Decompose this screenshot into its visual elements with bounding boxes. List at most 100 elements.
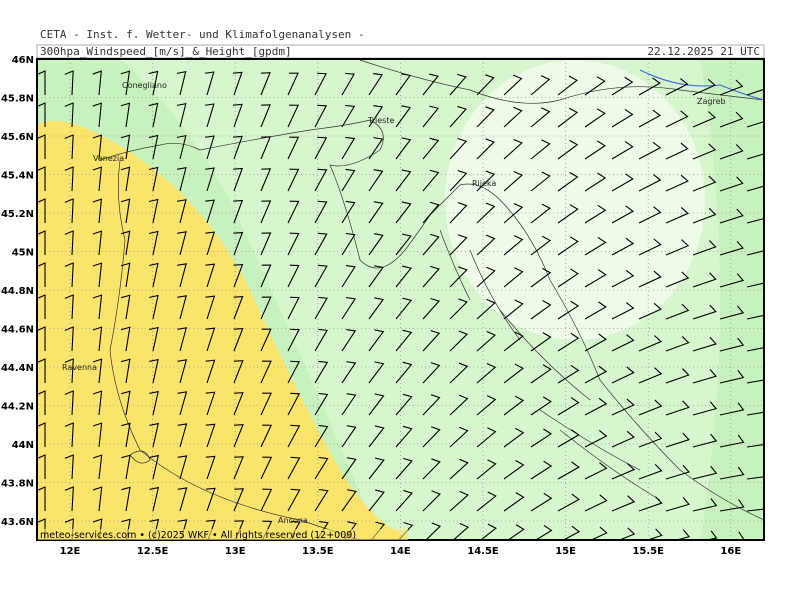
wind-barb — [233, 424, 244, 448]
wind-barb — [665, 78, 689, 96]
wind-barb — [530, 428, 553, 448]
wind-barb — [746, 508, 764, 512]
wind-barb — [692, 240, 717, 256]
wind-barb — [557, 172, 579, 192]
lon-tick-label: 16E — [720, 546, 741, 557]
wind-barb — [449, 266, 468, 288]
wind-barb — [503, 203, 524, 224]
wind-barb — [205, 327, 216, 352]
wind-barb — [260, 488, 273, 512]
lat-tick-label: 45.2N — [1, 209, 34, 220]
wind-barb — [37, 70, 46, 95]
wind-barb — [368, 201, 384, 224]
wind-barb — [503, 267, 524, 288]
wind-barb — [37, 422, 46, 447]
lat-tick-label: 44.4N — [1, 363, 34, 374]
wind-barb — [530, 235, 552, 256]
wind-barb — [92, 422, 103, 448]
wind-barb — [368, 329, 385, 352]
wind-barb — [611, 173, 634, 192]
wind-barb — [584, 108, 606, 128]
wind-barb — [149, 486, 160, 512]
wind-barb — [503, 331, 524, 352]
wind-barb — [530, 139, 551, 160]
wind-barb — [395, 393, 413, 416]
wind-barb — [64, 230, 74, 256]
wind-barb — [395, 329, 413, 352]
wind-barb — [503, 106, 523, 128]
wind-barb — [746, 80, 764, 96]
wind-barb — [37, 326, 46, 351]
wind-barb — [64, 454, 74, 480]
wind-barb — [177, 231, 187, 256]
wind-barb — [149, 390, 159, 416]
wind-barb — [368, 73, 383, 96]
wind-barb — [422, 73, 439, 96]
wind-barb — [64, 422, 74, 448]
wind-barb — [64, 134, 74, 160]
wind-barb — [37, 102, 46, 127]
wind-barb — [287, 424, 301, 448]
wind-barb — [368, 169, 384, 192]
wind-barb — [422, 394, 441, 416]
city-label: Zagreb — [697, 97, 726, 106]
wind-barb — [368, 233, 384, 256]
wind-barb — [314, 360, 329, 384]
wind-barb — [746, 217, 764, 224]
wind-barb — [665, 303, 690, 320]
wind-barb — [92, 262, 103, 288]
wind-barb — [260, 104, 271, 128]
wind-barb — [449, 330, 469, 352]
wind-barb — [341, 393, 357, 416]
wind-barb — [665, 110, 689, 128]
city-label: Ravenna — [62, 363, 97, 372]
wind-barb — [314, 200, 328, 224]
wind-barb — [368, 265, 384, 288]
wind-barb — [341, 457, 357, 480]
wind-barb — [530, 75, 551, 96]
wind-barb — [287, 232, 300, 256]
wind-barb — [92, 230, 103, 256]
wind-barb — [64, 166, 74, 192]
wind-barb — [260, 200, 272, 224]
wind-barb — [92, 294, 103, 320]
wind-barb — [176, 135, 187, 160]
wind-barb — [92, 358, 103, 384]
wind-barb — [665, 271, 690, 288]
wind-barb — [530, 171, 551, 192]
wind-barb — [530, 267, 552, 288]
wind-barb — [422, 137, 440, 160]
coastline — [99, 59, 764, 540]
wind-barb — [287, 168, 300, 192]
wind-barb — [638, 302, 662, 320]
footer-bg — [38, 529, 408, 540]
wind-barb — [557, 75, 578, 96]
wind-barb — [476, 491, 497, 512]
wind-barb — [92, 70, 102, 96]
wind-barb — [205, 231, 216, 256]
wind-barb — [557, 429, 580, 448]
wind-barb — [530, 107, 551, 128]
wind-barb — [638, 431, 663, 448]
wind-barb — [476, 363, 497, 384]
wind-barb — [557, 236, 579, 256]
wind-barb — [148, 134, 159, 160]
wind-barb — [395, 297, 413, 320]
wind-barb — [422, 201, 440, 224]
wind-barb — [120, 198, 131, 224]
wind-barb — [422, 458, 441, 480]
wind-barb — [638, 238, 662, 256]
wind-barb — [476, 138, 495, 160]
wind-barb — [92, 102, 102, 128]
wind-barb — [503, 74, 523, 96]
wind-barb — [584, 333, 607, 352]
wind-barb — [584, 462, 608, 480]
wind-barb — [395, 489, 413, 512]
wind-barb — [476, 234, 496, 256]
wind-barb — [149, 358, 159, 384]
wind-barb — [746, 347, 764, 352]
wind-barb — [638, 206, 662, 224]
wind-barb — [148, 230, 159, 256]
wind-barb — [121, 422, 131, 448]
wind-barb — [341, 361, 357, 384]
